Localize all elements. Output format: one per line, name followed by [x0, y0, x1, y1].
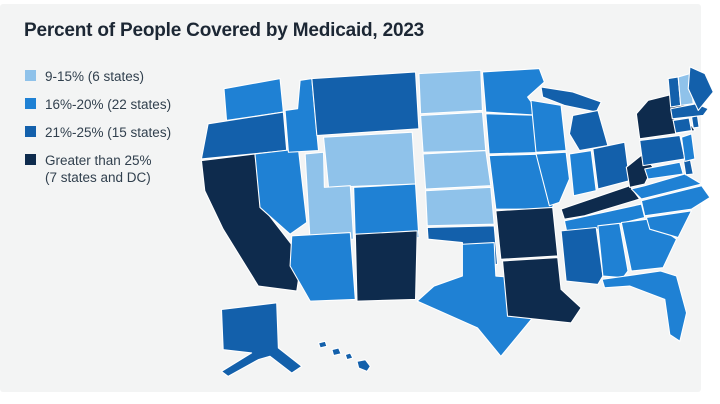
state-hi[interactable]: Hawaii — [331, 347, 342, 357]
state-ar[interactable]: Arkansas — [495, 206, 559, 260]
legend-label: 9-15% (6 states) — [45, 69, 145, 84]
state-md[interactable]: Maryland — [644, 161, 684, 180]
state-mi[interactable]: Michigan — [568, 109, 609, 152]
state-la[interactable]: Louisiana — [501, 257, 582, 324]
state-wi[interactable]: Wisconsin — [530, 99, 567, 153]
state-ia[interactable]: Iowa — [485, 113, 549, 155]
us-choropleth-map: WashingtonOregonCaliforniaNevadaIdahoMon… — [178, 54, 720, 396]
legend-label: Greater than 25% (7 states and DC) — [45, 152, 152, 186]
state-ne[interactable]: Nebraska — [422, 150, 492, 190]
state-nj[interactable]: New Jersey — [680, 133, 696, 162]
legend-item-9-15: 9-15% (6 states) — [25, 68, 171, 85]
legend-swatch-icon — [25, 126, 36, 137]
state-ri[interactable]: Rhode Island — [691, 114, 700, 129]
state-ct[interactable]: Connecticut — [672, 117, 693, 134]
legend-swatch-icon — [25, 154, 36, 165]
state-nm[interactable]: New Mexico — [354, 230, 418, 302]
state-mn[interactable]: Minnesota — [481, 68, 545, 116]
state-wy[interactable]: Wyoming — [322, 131, 417, 188]
state-ms[interactable]: Mississippi — [560, 226, 604, 285]
chart-title: Percent of People Covered by Medicaid, 2… — [24, 20, 425, 41]
legend-label-line1: Greater than 25% — [45, 153, 152, 168]
state-pa[interactable]: Pennsylvania — [639, 134, 686, 167]
state-hi[interactable]: Hawaii — [317, 340, 328, 349]
us-map-svg: WashingtonOregonCaliforniaNevadaIdahoMon… — [200, 66, 714, 377]
state-hi[interactable]: Hawaii — [356, 359, 371, 372]
state-hi[interactable]: Hawaii — [344, 352, 354, 361]
state-in[interactable]: Indiana — [568, 150, 597, 197]
state-il[interactable]: Illinois — [535, 151, 570, 207]
legend-swatch-icon — [25, 70, 36, 81]
state-mt[interactable]: Montana — [311, 71, 420, 137]
legend-label: 21%-25% (15 states) — [45, 125, 172, 140]
state-ky[interactable]: Kentucky — [560, 185, 641, 220]
state-fl[interactable]: Florida — [601, 270, 688, 342]
state-va[interactable]: Virginia — [630, 173, 703, 200]
state-oh[interactable]: Ohio — [592, 141, 631, 190]
legend-swatch-icon — [25, 98, 36, 109]
state-sc[interactable]: South Carolina — [645, 210, 693, 239]
state-ks[interactable]: Kansas — [425, 186, 495, 227]
state-ak[interactable]: Alaska — [220, 302, 303, 377]
legend-label: 16%-20% (22 states) — [45, 97, 172, 112]
state-nd[interactable]: North Dakota — [418, 69, 484, 115]
legend-item-greater-25: Greater than 25% (7 states and DC) — [25, 152, 171, 186]
legend-item-21-25: 21%-25% (15 states) — [25, 124, 171, 141]
state-az[interactable]: Arizona — [289, 231, 356, 302]
state-me[interactable]: Maine — [687, 66, 714, 111]
state-co[interactable]: Colorado — [353, 183, 420, 242]
state-tx[interactable]: Texas — [416, 242, 539, 357]
legend-item-16-20: 16%-20% (22 states) — [25, 96, 171, 113]
state-sd[interactable]: South Dakota — [420, 111, 487, 153]
state-al[interactable]: Alabama — [597, 222, 629, 279]
state-nc[interactable]: North Carolina — [640, 185, 711, 217]
legend-label-line2: (7 states and DC) — [45, 170, 151, 185]
legend: 9-15% (6 states) 16%-20% (22 states) 21%… — [25, 68, 171, 197]
